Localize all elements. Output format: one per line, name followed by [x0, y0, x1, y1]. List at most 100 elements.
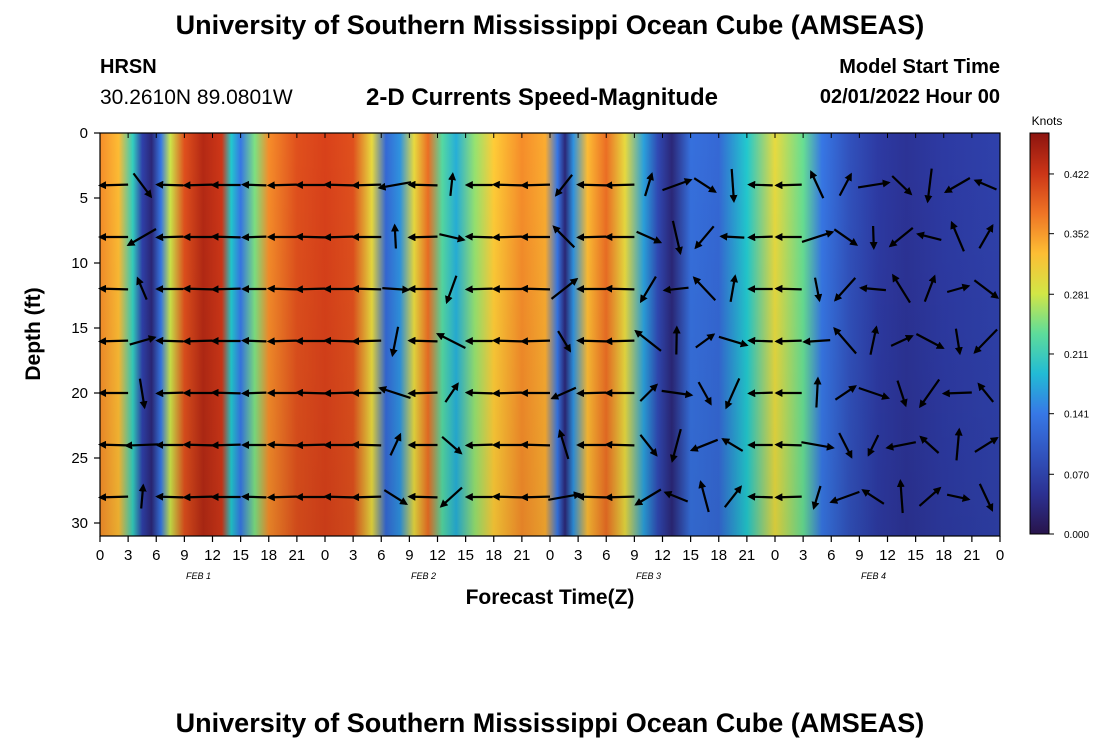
current-vector [444, 382, 459, 403]
current-vector [639, 434, 658, 457]
current-vector [810, 170, 825, 199]
current-vector [811, 485, 822, 510]
current-vector [294, 232, 326, 241]
x-tick-label: 18 [485, 547, 502, 564]
current-vector [464, 285, 493, 294]
current-vector [266, 440, 297, 449]
current-vector [182, 493, 213, 502]
current-vector [323, 492, 354, 501]
current-vector [576, 492, 607, 501]
heatmap-field [100, 133, 1000, 536]
current-vector [210, 441, 241, 450]
x-tick-label: 9 [855, 547, 863, 564]
x-tick-label: 9 [180, 547, 188, 564]
y-tick-label: 30 [71, 515, 88, 532]
current-vector [604, 440, 635, 449]
y-tick-label: 10 [71, 255, 88, 272]
current-vector [182, 440, 213, 449]
current-vector [98, 181, 129, 190]
current-vector [294, 285, 326, 294]
chart-subtitle: 2-D Currents Speed-Magnitude [366, 84, 719, 111]
x-tick-label: 0 [546, 547, 554, 564]
current-vector [833, 326, 857, 355]
current-vector [973, 179, 997, 191]
x-tick-label: 18 [260, 547, 277, 564]
current-vector [694, 225, 715, 250]
colorbar-tick-label: 0.352 [1064, 230, 1089, 241]
current-vector [519, 284, 551, 293]
current-vectors [98, 168, 1000, 514]
current-vector [383, 489, 408, 505]
current-vector [719, 232, 745, 241]
current-vector [548, 491, 582, 501]
current-vector [973, 328, 998, 354]
current-vector [695, 333, 716, 349]
current-vector [919, 378, 941, 409]
current-vector [885, 441, 917, 451]
current-vector [241, 336, 267, 345]
current-vector [867, 434, 880, 457]
current-vector [801, 441, 835, 451]
current-vector [859, 284, 886, 293]
current-vector [747, 336, 773, 345]
x-tick-label: 12 [654, 547, 671, 564]
current-vector [445, 275, 458, 305]
current-vector [672, 325, 681, 355]
current-vector [552, 225, 576, 249]
current-vector [241, 389, 267, 398]
x-axis-label: Forecast Time(Z) [466, 586, 635, 609]
current-vector [747, 180, 773, 189]
current-vector [491, 389, 522, 398]
current-vector [950, 220, 965, 252]
current-vector [604, 337, 635, 346]
current-vector [813, 376, 822, 408]
current-vector [802, 337, 831, 346]
heatmap-depth-shade [100, 133, 1000, 536]
current-vector [155, 336, 184, 345]
x-tick-label: 21 [289, 547, 306, 564]
y-tick-label: 5 [80, 190, 88, 207]
current-vector [132, 172, 153, 199]
y-tick-label: 25 [71, 450, 88, 467]
current-vector [182, 284, 213, 293]
current-vector [491, 233, 522, 242]
current-vector [954, 328, 963, 356]
x-tick-label: 6 [827, 547, 835, 564]
current-vector [604, 181, 635, 190]
current-vector [241, 233, 267, 242]
current-vector [266, 181, 297, 190]
current-vector [946, 493, 971, 502]
x-tick-label: 12 [204, 547, 221, 564]
current-vector [918, 486, 942, 507]
current-vector [155, 492, 184, 501]
current-vector [813, 277, 823, 303]
current-vector [857, 179, 891, 189]
current-vector [126, 228, 157, 247]
footer-title: University of Southern Mississippi Ocean… [175, 708, 925, 738]
current-vector [550, 386, 577, 400]
current-vector [747, 233, 773, 242]
x-tick-label: 21 [964, 547, 981, 564]
current-vector [323, 336, 354, 345]
current-vector [604, 284, 635, 293]
station-coordinates: 30.2610N 89.0801W [100, 86, 293, 109]
x-tick-label: 15 [457, 547, 474, 564]
colorbar-tick-label: 0.281 [1064, 290, 1089, 301]
current-vector [241, 492, 267, 501]
current-vector [916, 231, 942, 241]
current-vector [698, 480, 710, 513]
current-vector [662, 178, 693, 192]
current-vector [323, 233, 354, 242]
colorbar-tick-label: 0.070 [1064, 470, 1089, 481]
current-vector [662, 285, 689, 294]
x-tick-label: 0 [321, 547, 329, 564]
current-vector [915, 333, 945, 349]
x-tick-label: 6 [602, 547, 610, 564]
x-tick-label: 21 [739, 547, 756, 564]
x-tick-label: 3 [349, 547, 357, 564]
current-vector [407, 389, 438, 398]
x-tick-label: 3 [574, 547, 582, 564]
current-vector [351, 440, 382, 449]
current-vector [774, 440, 802, 449]
x-tick-label: 9 [630, 547, 638, 564]
